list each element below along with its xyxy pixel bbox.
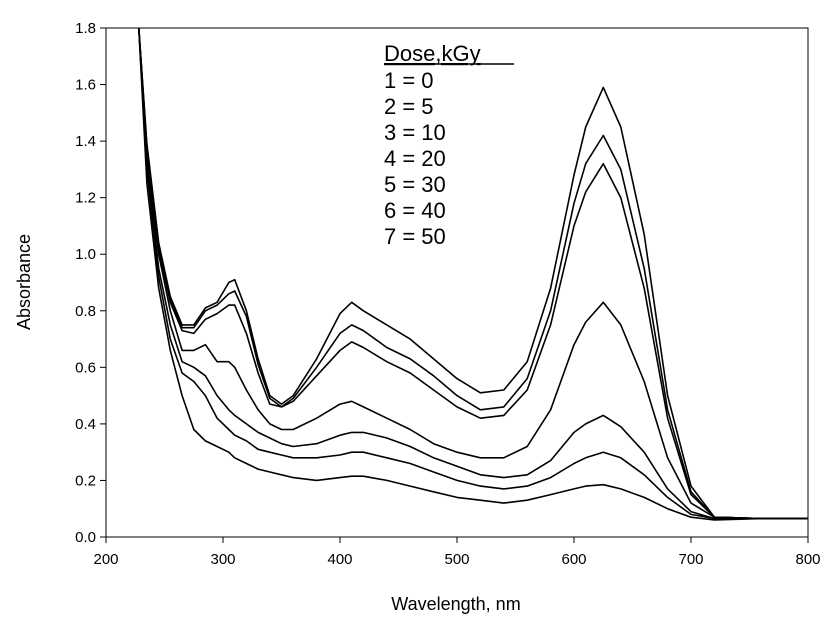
y-axis-title: Absorbance — [14, 234, 34, 330]
y-tick-label: 1.2 — [75, 190, 96, 207]
x-tick-label: 500 — [444, 551, 469, 568]
x-tick-label: 600 — [561, 551, 586, 568]
legend-entry: 1 = 0 — [384, 68, 434, 93]
legend-title: Dose,kGy — [384, 41, 481, 66]
x-axis-title: Wavelength, nm — [391, 594, 520, 614]
y-tick-label: 1.8 — [75, 20, 96, 37]
y-axis: 0.0 0.2 0.4 0.6 0.8 1.0 1.2 1.4 1.6 1.8 — [75, 20, 106, 546]
y-tick-label: 0.8 — [75, 303, 96, 320]
series-line-7 — [138, 27, 808, 520]
y-tick-label: 1.4 — [75, 133, 96, 150]
legend: Dose,kGy 1 = 0 2 = 5 3 = 10 4 = 20 5 = 3… — [384, 41, 514, 249]
y-tick-label: 1.0 — [75, 246, 96, 263]
series-line-2 — [138, 27, 808, 520]
y-tick-label: 1.6 — [75, 77, 96, 94]
x-axis: 200 300 400 500 600 700 800 — [93, 537, 821, 568]
x-tick-label: 400 — [327, 551, 352, 568]
series-line-5 — [138, 27, 808, 520]
spectra-lines — [138, 27, 808, 521]
x-tick-label: 700 — [678, 551, 703, 568]
series-line-4 — [138, 27, 808, 520]
x-tick-label: 800 — [795, 551, 820, 568]
legend-entry: 6 = 40 — [384, 198, 446, 223]
legend-entry: 5 = 30 — [384, 172, 446, 197]
x-tick-label: 300 — [210, 551, 235, 568]
x-tick-label: 200 — [93, 551, 118, 568]
plot-frame — [105, 27, 809, 538]
series-line-3 — [138, 27, 808, 520]
legend-entry: 2 = 5 — [384, 94, 434, 119]
series-line-6 — [138, 27, 808, 520]
y-tick-label: 0.6 — [75, 359, 96, 376]
legend-entry: 3 = 10 — [384, 120, 446, 145]
legend-entry: 7 = 50 — [384, 224, 446, 249]
y-tick-label: 0.2 — [75, 472, 96, 489]
series-line-1 — [138, 27, 808, 521]
legend-entry: 4 = 20 — [384, 146, 446, 171]
y-tick-label: 0.4 — [75, 416, 96, 433]
y-tick-label: 0.0 — [75, 529, 96, 546]
